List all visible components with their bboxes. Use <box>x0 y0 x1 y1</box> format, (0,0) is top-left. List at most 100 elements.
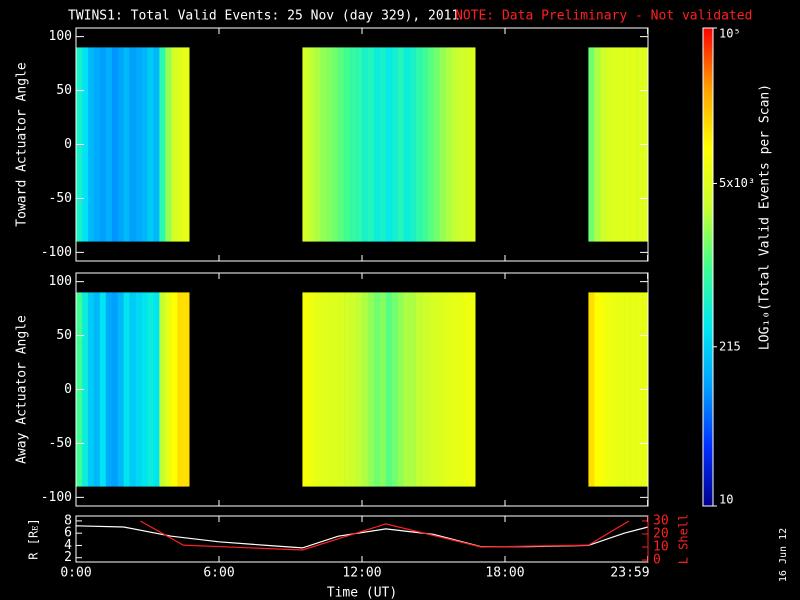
heat-cell <box>302 292 309 487</box>
y-tick-label: 50 <box>56 83 72 98</box>
heat-cell <box>129 47 136 242</box>
y2-tick-label: 30 <box>653 513 669 528</box>
heat-cell <box>594 47 601 242</box>
x-tick-label: 6:00 <box>203 566 234 581</box>
heat-cell <box>308 292 315 487</box>
axis-label: R [Rᴇ] <box>27 518 41 559</box>
heat-cell <box>165 292 172 487</box>
y-tick-label: -50 <box>49 436 72 451</box>
y-tick-label: 6 <box>64 526 72 541</box>
heat-cell <box>630 292 637 487</box>
y-axis-label: Toward Actuator Angle <box>15 62 30 227</box>
heat-cell <box>326 47 333 242</box>
heat-cell <box>177 47 184 242</box>
heat-cell <box>99 47 107 242</box>
heat-cell <box>606 47 613 242</box>
heat-cell <box>177 292 184 487</box>
heat-cell <box>117 292 124 487</box>
colorbar-tick-label: 10 <box>719 493 733 507</box>
heat-cell <box>636 47 643 242</box>
heat-cell <box>463 292 470 487</box>
heat-cell <box>81 47 89 242</box>
y-tick-label: -100 <box>41 245 72 260</box>
heat-cell <box>87 47 95 242</box>
heat-cell <box>332 292 339 487</box>
x-tick-label: 12:00 <box>342 566 381 581</box>
heat-cell <box>421 47 428 242</box>
heat-cell <box>415 292 422 487</box>
heat-cell <box>594 292 601 487</box>
heat-cell <box>624 292 631 487</box>
x-tick-label: 0:00 <box>60 566 91 581</box>
heat-cell <box>332 47 339 242</box>
heat-cell <box>320 47 327 242</box>
heat-cell <box>362 47 369 242</box>
heat-cell <box>397 292 405 487</box>
heat-cell <box>171 292 178 487</box>
heat-cell <box>469 292 476 487</box>
heat-cell <box>427 47 434 242</box>
heat-cell <box>385 47 393 242</box>
colorbar-tick-label: 5x10³ <box>719 176 755 190</box>
y-tick-label: 100 <box>49 29 72 44</box>
heat-cell <box>415 47 422 242</box>
heat-cell <box>111 292 119 487</box>
heat-cell <box>385 292 393 487</box>
heat-cell <box>397 47 405 242</box>
y2-tick-label: 20 <box>653 526 669 541</box>
heat-cell <box>159 47 166 242</box>
heat-cell <box>433 292 440 487</box>
heat-cell <box>117 47 124 242</box>
annotation: 16 Jun 12 <box>778 528 789 582</box>
heat-cell <box>338 47 345 242</box>
heat-cell <box>183 47 190 242</box>
y-tick-label: 2 <box>64 550 72 565</box>
heat-cell <box>373 292 381 487</box>
note: NOTE: Data Preliminary - Not validated <box>455 9 752 24</box>
heat-cell <box>457 47 464 242</box>
colorbar-tick-label: 215 <box>719 339 741 353</box>
y-tick-label: 50 <box>56 328 72 343</box>
chart-title: TWINS1: Total Valid Events: 25 Nov (day … <box>68 9 459 24</box>
heat-cell <box>147 47 154 242</box>
heat-cell <box>141 292 148 487</box>
heat-cell <box>314 47 321 242</box>
heat-cell <box>153 47 160 242</box>
heat-cell <box>153 292 160 487</box>
heat-cell <box>445 292 452 487</box>
heat-cell <box>427 292 434 487</box>
heat-cell <box>356 292 363 487</box>
heat-cell <box>445 47 452 242</box>
heat-cell <box>344 47 351 242</box>
x-tick-label: 18:00 <box>485 566 524 581</box>
heat-cell <box>618 47 625 242</box>
heat-cell <box>367 292 375 487</box>
heat-cell <box>409 47 416 242</box>
heat-cell <box>439 47 446 242</box>
heat-cell <box>367 47 375 242</box>
heat-cell <box>379 47 387 242</box>
y-axis-label: Away Actuator Angle <box>15 315 30 464</box>
heat-cell <box>159 292 166 487</box>
colorbar <box>702 27 714 507</box>
heat-cell <box>612 47 619 242</box>
heat-cell <box>606 292 613 487</box>
colorbar-label: LOG₁₀(Total Valid Events per Scan) <box>758 84 773 350</box>
heat-cell <box>135 47 142 242</box>
x-axis-label: Time (UT) <box>327 586 397 600</box>
y2-tick-label: 10 <box>653 540 669 555</box>
heat-cell <box>600 47 607 242</box>
line-series <box>140 520 630 551</box>
heat-cell <box>105 292 113 487</box>
heat-cell <box>81 292 89 487</box>
heat-cell <box>111 47 119 242</box>
heat-cell <box>463 47 470 242</box>
heat-cell <box>99 292 107 487</box>
heat-cell <box>624 47 631 242</box>
heat-cell <box>588 292 595 487</box>
y2-tick-label: 0 <box>653 553 661 568</box>
heat-cell <box>403 47 410 242</box>
heat-cell <box>391 292 399 487</box>
heat-cell <box>618 292 625 487</box>
